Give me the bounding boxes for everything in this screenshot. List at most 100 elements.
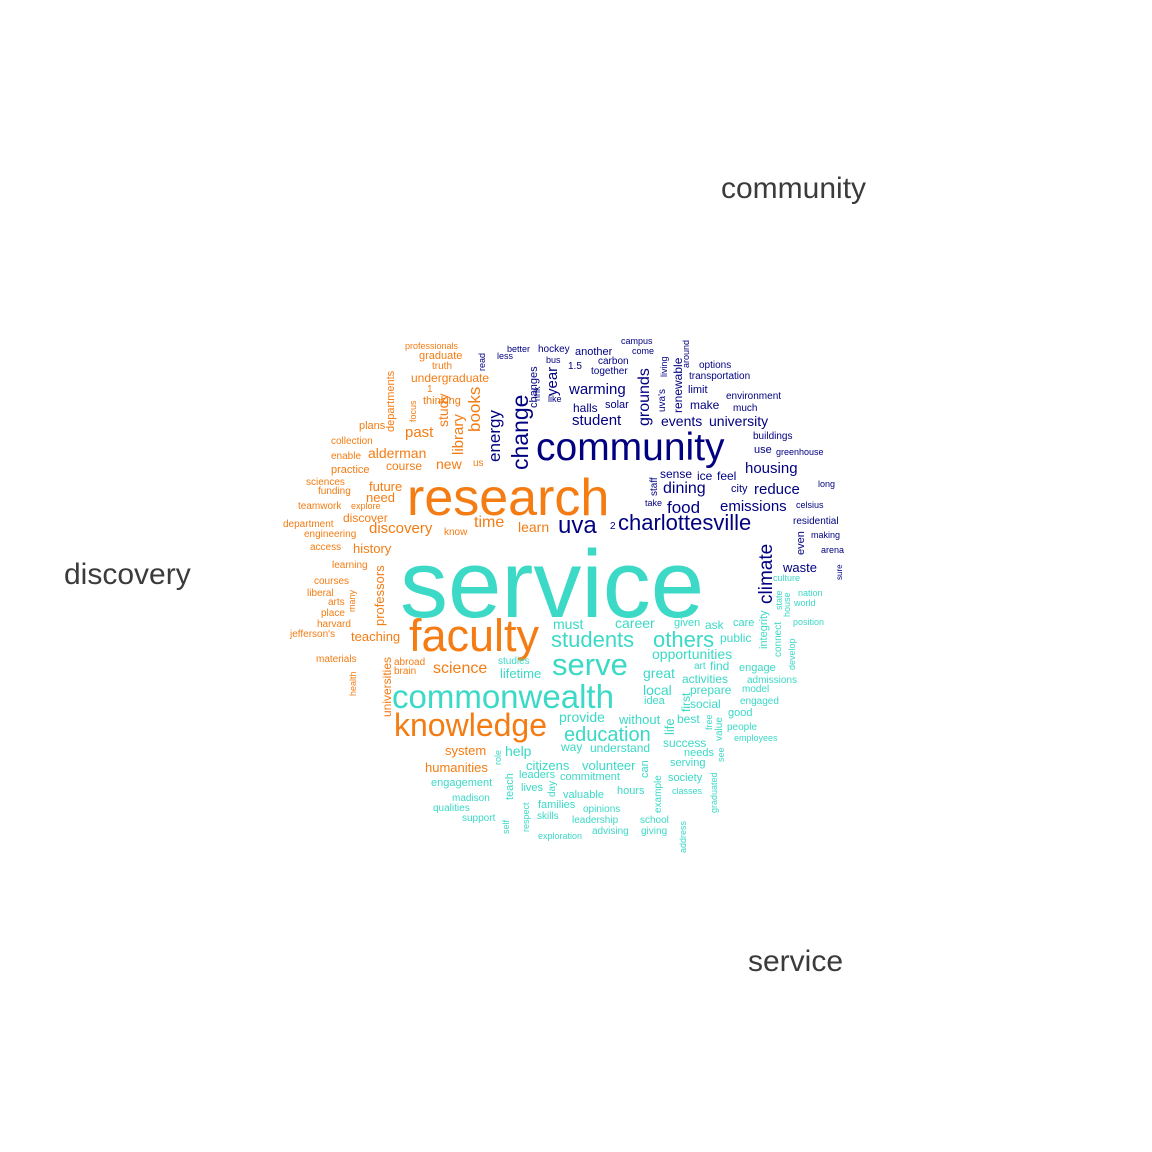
word-discovery: research xyxy=(407,469,610,527)
word-community: solar xyxy=(605,399,629,411)
word-community: 2 xyxy=(610,521,616,532)
word-discovery: brain xyxy=(394,666,417,677)
word-service: teach xyxy=(504,773,516,800)
word-service: citizens xyxy=(526,758,570,773)
word-service: lives xyxy=(521,782,544,794)
word-discovery: explore xyxy=(351,501,381,511)
word-discovery: plans xyxy=(359,420,386,432)
word-service: provide xyxy=(559,709,605,725)
word-discovery: system xyxy=(445,743,487,758)
word-community: living xyxy=(659,356,669,377)
word-discovery: humanities xyxy=(425,760,488,775)
word-community: uva's xyxy=(657,388,668,412)
word-discovery: science xyxy=(433,660,488,677)
word-service: see xyxy=(716,747,726,762)
word-community: 1.5 xyxy=(568,361,582,372)
category-label-service: service xyxy=(748,945,844,978)
word-discovery: 1 xyxy=(427,384,433,395)
word-discovery: learn xyxy=(518,519,550,535)
word-service: advising xyxy=(592,826,629,837)
word-service: giving xyxy=(641,826,668,837)
word-service: society xyxy=(668,772,703,784)
word-community: make xyxy=(690,398,720,412)
word-community: around xyxy=(681,339,691,368)
word-service: best xyxy=(677,712,700,726)
word-service: prepare xyxy=(690,683,732,697)
word-community: ice xyxy=(697,469,713,483)
word-service: students xyxy=(551,627,635,652)
word-community: sure xyxy=(835,564,844,580)
word-service: volunteer xyxy=(582,758,636,773)
word-discovery: alderman xyxy=(368,445,427,461)
word-service: given xyxy=(674,617,701,629)
word-service: needs xyxy=(684,747,714,759)
word-service: support xyxy=(462,813,496,824)
word-service: great xyxy=(643,665,675,681)
word-community: limit xyxy=(688,384,708,396)
word-community: even xyxy=(795,531,807,555)
word-service: studies xyxy=(498,656,530,667)
word-community: less xyxy=(497,351,514,361)
word-community: dining xyxy=(663,480,706,497)
word-discovery: new xyxy=(436,456,462,472)
word-discovery: harvard xyxy=(317,619,351,630)
word-service: local xyxy=(643,682,672,698)
word-discovery: health xyxy=(348,671,358,696)
word-community: university xyxy=(709,413,769,429)
word-community: food xyxy=(667,498,701,517)
word-service: lifetime xyxy=(500,666,542,681)
word-discovery: course xyxy=(386,459,423,473)
word-service: social xyxy=(690,697,721,711)
word-discovery: teamwork xyxy=(298,501,342,512)
category-label-community: community xyxy=(721,172,867,205)
word-community: rink xyxy=(532,386,542,401)
word-community: waste xyxy=(783,560,817,575)
word-discovery: graduate xyxy=(419,350,463,362)
word-discovery: thinking xyxy=(423,395,461,407)
word-community: better xyxy=(507,344,531,354)
word-service: leadership xyxy=(572,815,619,826)
word-discovery: study xyxy=(435,393,451,427)
word-community: use xyxy=(754,444,772,456)
word-service: find xyxy=(710,659,730,673)
word-community: like xyxy=(548,394,562,404)
word-community: long xyxy=(818,479,836,489)
category-label-discovery: discovery xyxy=(64,558,191,591)
word-service: engagement xyxy=(431,777,493,789)
word-service: graduated xyxy=(709,772,719,813)
word-discovery: courses xyxy=(314,576,350,587)
word-community: bus xyxy=(546,355,561,365)
word-community: charlottesville xyxy=(618,510,752,535)
word-discovery: library xyxy=(450,414,467,455)
word-discovery: professors xyxy=(372,565,387,626)
word-discovery: history xyxy=(353,541,392,556)
word-service: engage xyxy=(739,662,776,674)
word-community: staff xyxy=(649,477,660,496)
word-discovery: us xyxy=(473,458,484,469)
word-service: must xyxy=(553,616,584,632)
word-service: day xyxy=(547,780,558,797)
word-service: people xyxy=(727,722,758,733)
word-service: life xyxy=(662,718,677,735)
word-service: develop xyxy=(787,638,797,670)
word-discovery: know xyxy=(444,527,468,538)
word-community: city xyxy=(731,483,748,495)
word-service: ask xyxy=(705,618,724,632)
word-service: skills xyxy=(537,811,559,822)
word-service: commonwealth xyxy=(392,678,614,715)
word-service: service xyxy=(400,531,705,638)
word-community: halls xyxy=(573,401,598,415)
word-community: warming xyxy=(569,381,626,398)
word-discovery: undergraduate xyxy=(411,371,490,385)
word-discovery: departments xyxy=(385,370,397,432)
word-discovery: teaching xyxy=(351,629,401,644)
word-service: madison xyxy=(452,793,490,804)
word-community: residential xyxy=(793,516,839,527)
word-service: public xyxy=(720,631,752,645)
word-discovery: jefferson's xyxy=(290,629,336,640)
word-service: employees xyxy=(734,733,778,743)
word-discovery: focus xyxy=(408,400,418,422)
word-service: career xyxy=(615,615,655,631)
word-service: qualities xyxy=(433,803,470,814)
